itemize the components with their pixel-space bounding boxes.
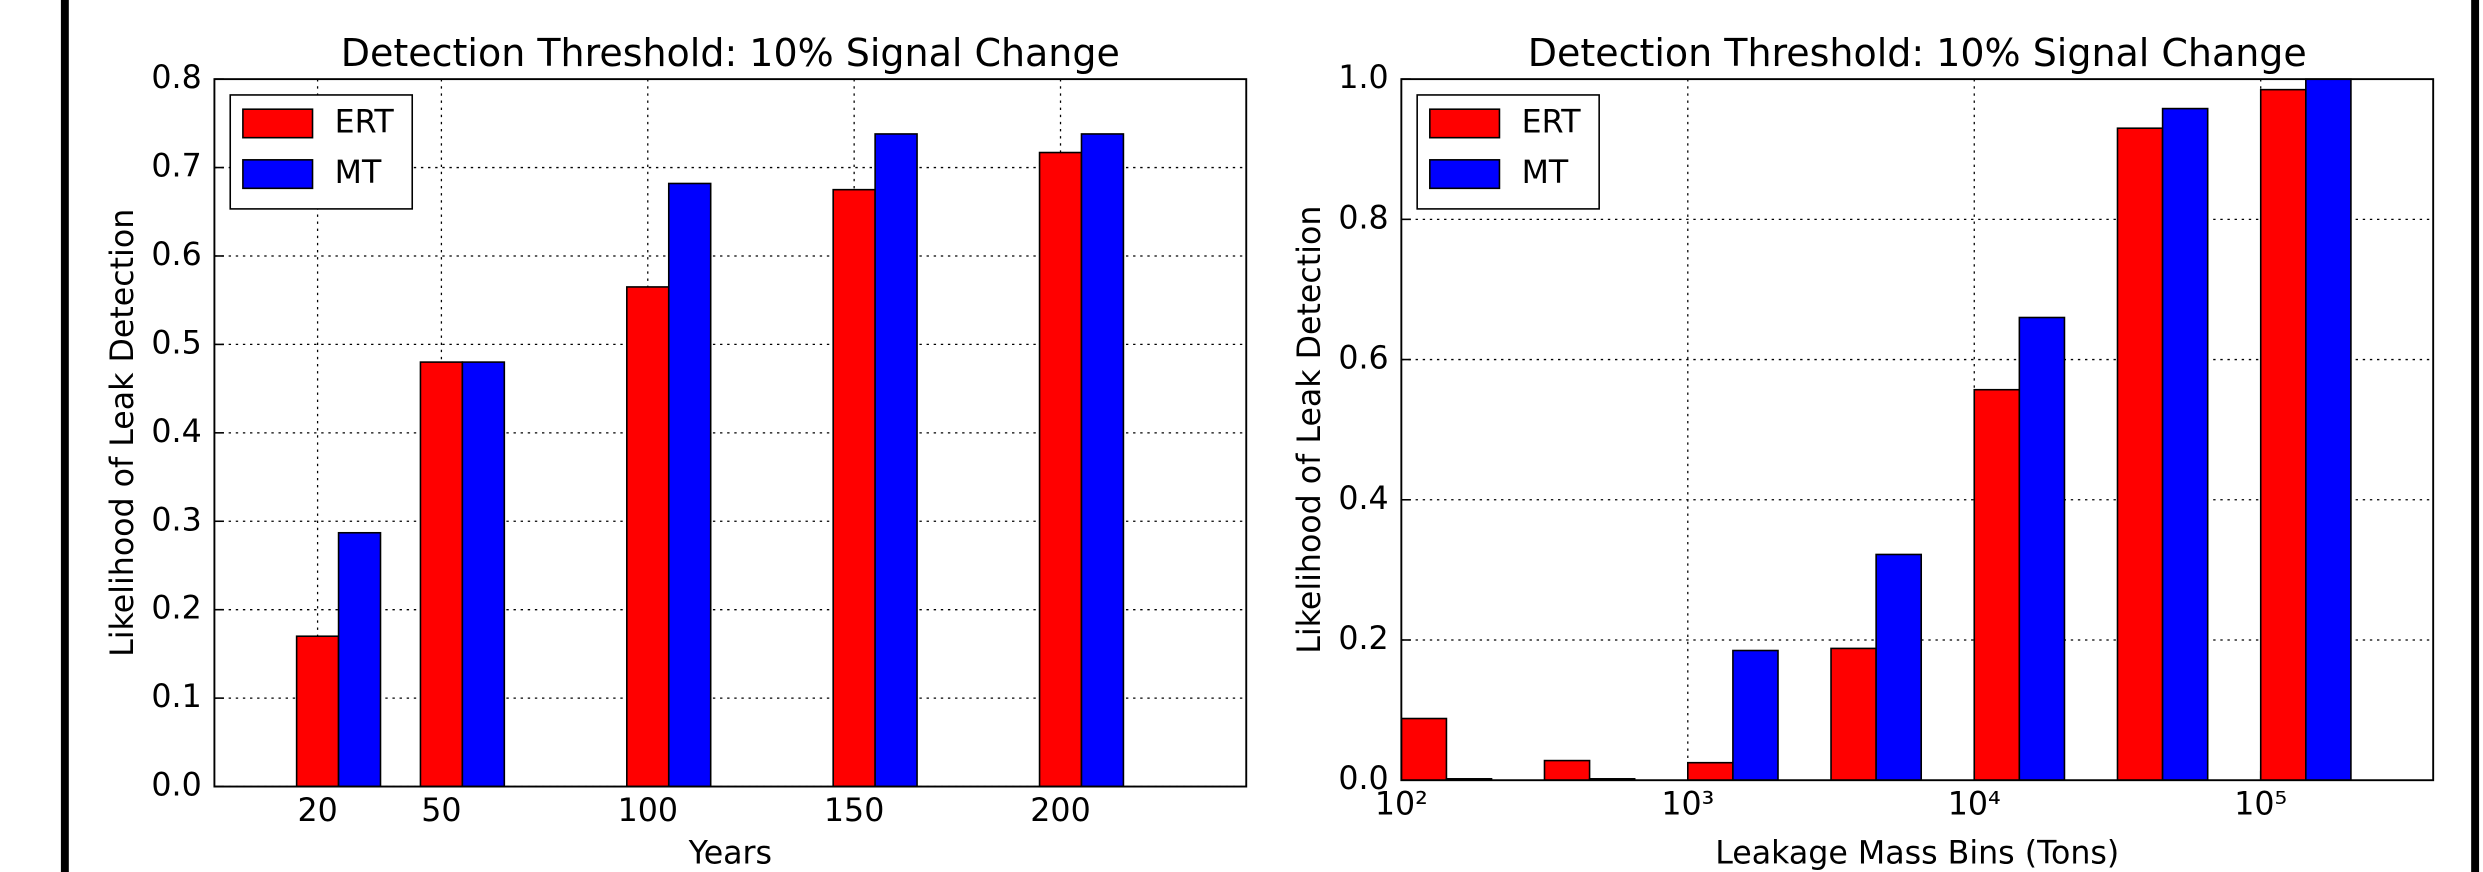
plot-frame <box>213 78 1248 788</box>
bar <box>2116 127 2164 782</box>
legend-label: ERT <box>335 104 395 140</box>
legend-label: ERT <box>1522 104 1582 140</box>
chart-title: Detection Threshold: 10% Signal Change <box>1528 31 2307 75</box>
bar <box>419 361 464 788</box>
y-tick-label: 0.4 <box>1338 481 1388 517</box>
y-tick-label: 0.0 <box>1338 761 1388 797</box>
bar <box>1400 717 1448 782</box>
bar <box>461 361 506 788</box>
bar <box>337 531 382 788</box>
x-tick-label: 10³ <box>1661 787 1714 823</box>
bar <box>2259 88 2307 782</box>
legend-label: MT <box>335 155 382 191</box>
y-tick-label: 0.7 <box>151 149 201 185</box>
x-tick-label: 10⁴ <box>1948 787 2001 823</box>
x-tick-label: 150 <box>824 793 884 829</box>
y-tick-label: 0.6 <box>1338 341 1388 377</box>
legend-swatch <box>242 159 314 190</box>
bar <box>874 133 918 788</box>
x-axis-label: Years <box>688 836 772 872</box>
bar <box>1973 388 2021 782</box>
y-tick-label: 0.5 <box>151 325 201 361</box>
chart-title: Detection Threshold: 10% Signal Change <box>341 31 1120 75</box>
y-tick-label: 1.0 <box>1338 60 1388 96</box>
y-tick-label: 0.3 <box>151 502 201 538</box>
x-axis-label: Leakage Mass Bins (Tons) <box>1715 836 2119 872</box>
legend-swatch <box>1429 159 1501 190</box>
y-tick-label: 0.0 <box>151 768 201 804</box>
bar <box>1830 647 1877 782</box>
y-tick-label: 0.6 <box>151 237 201 273</box>
bar <box>1038 151 1083 788</box>
y-tick-label: 0.2 <box>151 591 201 627</box>
x-tick-label: 50 <box>421 793 461 829</box>
x-tick-label: 20 <box>297 793 337 829</box>
y-tick-label: 0.8 <box>1338 200 1388 236</box>
bar <box>1732 649 1779 782</box>
bar <box>832 188 876 788</box>
bar <box>1080 133 1125 788</box>
bar <box>1687 761 1734 782</box>
x-tick-label: 10⁵ <box>2234 787 2287 823</box>
legend-swatch <box>1429 108 1501 139</box>
bar <box>2305 78 2352 782</box>
y-tick-label: 0.8 <box>151 60 201 96</box>
bar <box>2018 316 2066 782</box>
frame-right <box>2471 0 2480 872</box>
bar <box>1875 553 1923 782</box>
y-tick-label: 0.4 <box>151 414 201 450</box>
y-axis-label: Likelihood of Leak Detection <box>105 209 141 657</box>
y-tick-label: 0.2 <box>1338 621 1388 657</box>
bar <box>1543 759 1591 782</box>
x-tick-label: 100 <box>618 793 678 829</box>
y-tick-label: 0.1 <box>151 679 201 715</box>
bar <box>626 286 670 788</box>
bar <box>2161 107 2209 782</box>
x-tick-label: 10² <box>1375 787 1428 823</box>
legend-swatch <box>242 108 314 139</box>
frame-left <box>60 0 69 872</box>
x-tick-label: 200 <box>1030 793 1090 829</box>
legend-label: MT <box>1522 155 1569 191</box>
y-axis-label: Likelihood of Leak Detection <box>1292 206 1328 654</box>
bar <box>667 182 712 788</box>
bar <box>295 635 340 788</box>
plot-frame <box>1400 78 2435 782</box>
